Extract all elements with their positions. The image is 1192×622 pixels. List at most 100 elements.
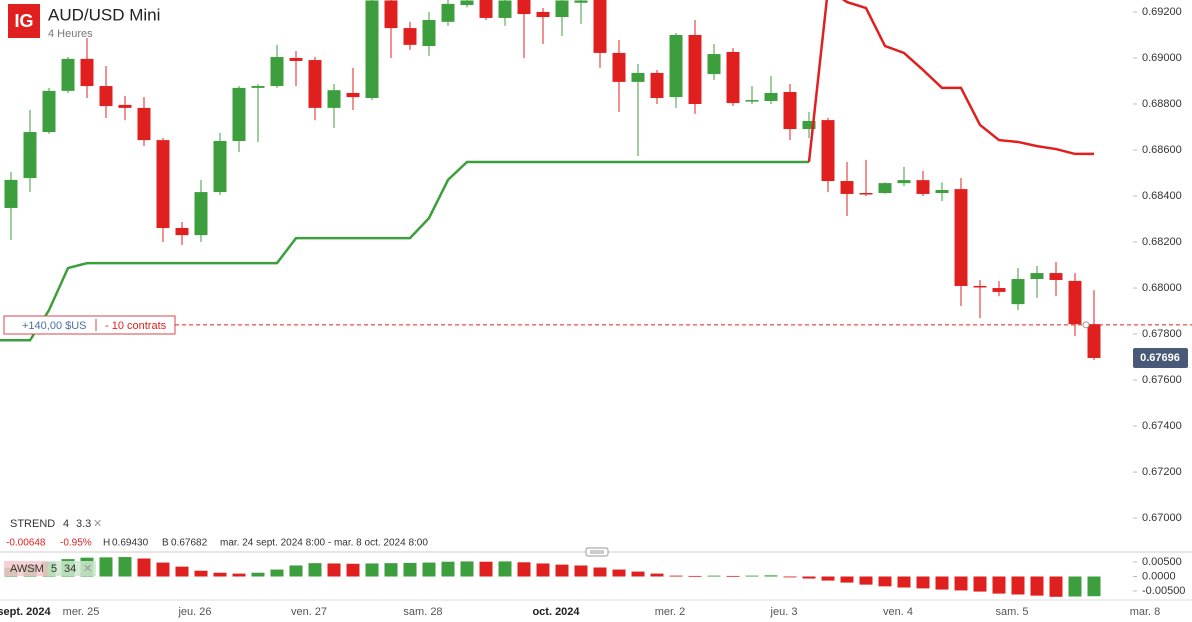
high: 0.69430 [112, 538, 149, 549]
indicator-param: 34 [64, 563, 76, 575]
histogram-bar [365, 563, 379, 577]
logo [8, 4, 40, 38]
histogram-bar [726, 575, 740, 577]
histogram-bar [460, 561, 474, 577]
y-tick-label: 0.67400 [1142, 420, 1182, 432]
histogram-bar [1087, 576, 1101, 597]
candle-body [859, 193, 873, 195]
supertrend-line [0, 160, 809, 342]
histogram-bar [1030, 576, 1044, 596]
candle-body [460, 0, 474, 6]
histogram-bar [403, 562, 417, 577]
histogram-bar [118, 557, 132, 577]
x-tick-label: jeu. 26 [177, 606, 211, 618]
candle-body [973, 285, 987, 288]
candle-body [593, 0, 607, 53]
histogram-bar [441, 561, 455, 577]
x-tick-label: jeu. 3 [770, 606, 798, 618]
histogram-bar [498, 561, 512, 577]
histogram-bar [156, 562, 170, 577]
candle-body [194, 192, 208, 236]
histogram-bar [764, 575, 778, 577]
position-box[interactable]: +140,00 $US - 10 contrats [3, 315, 176, 335]
candle-body [251, 86, 265, 88]
position-pnl[interactable]: +140,00 $US [22, 320, 87, 332]
histogram-bar [422, 562, 436, 577]
candle-body [992, 288, 1006, 292]
close-icon[interactable]: ✕ [93, 518, 102, 530]
histogram-bar [1049, 576, 1063, 597]
candle-body [764, 92, 778, 101]
y-tick-label: 0.68000 [1142, 282, 1182, 294]
x-tick-label: ven. 27 [291, 606, 327, 618]
histogram-bar [916, 576, 930, 589]
histogram-bar [346, 563, 360, 577]
indicator-param: 3.3 [76, 518, 91, 530]
y-tick-label: 0.0000 [1142, 570, 1176, 582]
histogram-bar [897, 576, 911, 588]
x-tick-label: ven. 4 [883, 606, 913, 618]
candle-body [175, 227, 189, 236]
histogram-bar [707, 575, 721, 577]
close-icon[interactable]: ✕ [83, 563, 92, 575]
candle-body [612, 52, 626, 82]
histogram-bar [973, 576, 987, 592]
candle-body [631, 72, 645, 82]
histogram-bar [194, 570, 208, 577]
histogram-bar [1068, 576, 1082, 597]
candle-body [156, 140, 170, 228]
candle-body [232, 87, 246, 142]
timeframe: 4 Heures [48, 28, 93, 40]
candle-body [441, 3, 455, 22]
candle-body [707, 54, 721, 75]
y-tick-label: 0.67000 [1142, 512, 1182, 524]
histogram-bar [517, 562, 531, 577]
candle-body [308, 60, 322, 108]
candle-body [1049, 273, 1063, 280]
candle-body [574, 0, 588, 3]
candle-body [1030, 273, 1044, 280]
candle-body [384, 0, 398, 29]
candle-body [650, 72, 664, 99]
candle-body [61, 58, 75, 91]
indicator-name[interactable]: AWSM [10, 563, 44, 575]
candle-body [137, 107, 151, 141]
candle-body [745, 100, 759, 102]
high-label: H [103, 538, 110, 549]
histogram-bar [802, 576, 816, 579]
date-range: mar. 24 sept. 2024 8:00 - mar. 8 oct. 20… [220, 538, 428, 549]
candle-body [365, 0, 379, 99]
position-handle [1082, 321, 1090, 329]
histogram-bar [232, 573, 246, 577]
candle-body [878, 183, 892, 194]
strend-legend[interactable]: STREND 4 3.3 ✕ [10, 518, 102, 530]
position-size[interactable]: - 10 contrats [105, 320, 167, 332]
histogram-bar [859, 576, 873, 585]
indicator-param: 5 [51, 563, 57, 575]
last-price-box [1133, 347, 1188, 368]
awsm-legend[interactable]: AWSM 5 34 ✕ [4, 561, 96, 576]
indicator-name[interactable]: STREND [10, 518, 55, 530]
histogram-bar [745, 575, 759, 577]
x-tick-label: sept. 2024 [0, 606, 51, 618]
histogram-bar [783, 576, 797, 578]
candle-body [118, 104, 132, 108]
histogram-bar [935, 576, 949, 590]
x-tick-label: sam. 5 [995, 606, 1028, 618]
y-tick-label: 0.68600 [1142, 144, 1182, 156]
y-tick-label: 0.68800 [1142, 98, 1182, 110]
candle-body [726, 51, 740, 104]
candle-body [213, 141, 227, 193]
pane-handle[interactable] [585, 547, 609, 557]
histogram-bar [612, 569, 626, 577]
x-tick-label: mer. 25 [63, 606, 100, 618]
awsm-plot [4, 557, 1101, 597]
histogram-bar [574, 565, 588, 577]
candle-body [4, 179, 18, 208]
histogram-bar [99, 557, 113, 577]
candle-body [954, 189, 968, 286]
candle-body [80, 58, 94, 87]
candle-body [802, 121, 816, 130]
histogram-bar [631, 571, 645, 577]
histogram-bar [308, 563, 322, 577]
